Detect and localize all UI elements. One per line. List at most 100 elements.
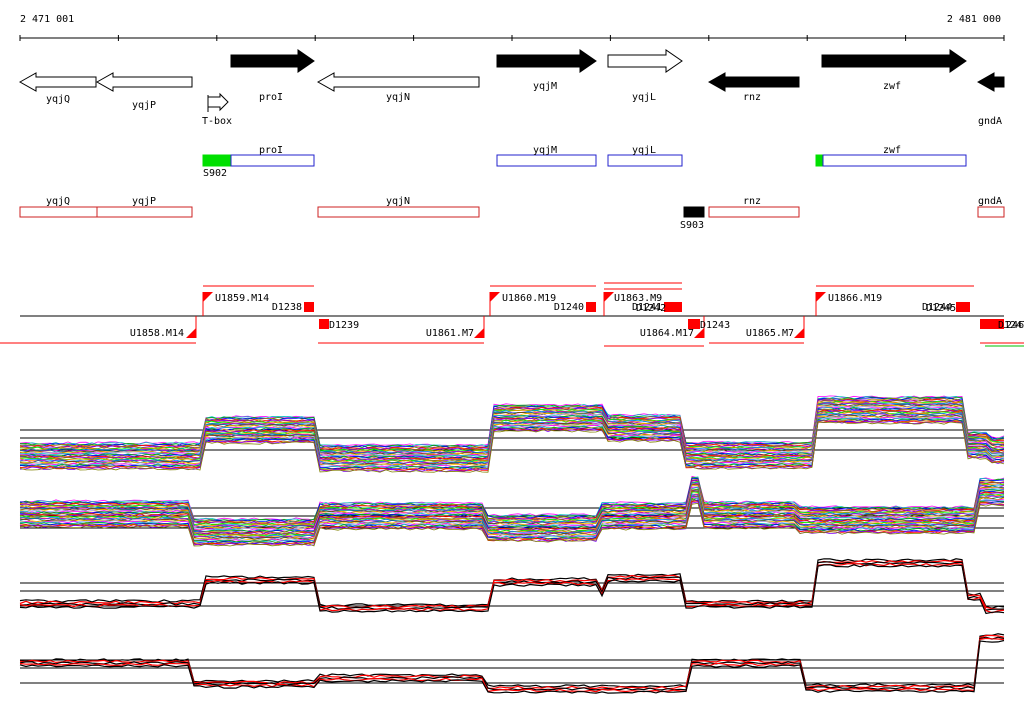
expression-profile (20, 409, 1005, 461)
gene-label-yqjP: yqjP (132, 100, 156, 111)
downshift-D1241[interactable]: D1241 (632, 302, 682, 313)
expression-profile (19, 396, 1005, 448)
tu-flag (474, 328, 484, 338)
expression-panel-forward-conditions (19, 395, 1005, 473)
tu-forward-U1863[interactable]: U1863.M9 (603, 282, 682, 316)
downshift-D1240[interactable]: D1240 (554, 302, 596, 313)
rev-box-rnz[interactable] (708, 206, 800, 218)
expression-profile (19, 498, 1005, 544)
tu-flag (604, 292, 614, 302)
fwd-box-yqjL[interactable] (607, 154, 683, 167)
gene-label-yqjL: yqjL (632, 92, 656, 103)
tbox-label: T-box (202, 116, 232, 127)
gene-arrow-rnz[interactable] (707, 72, 800, 92)
expression-profile (19, 558, 1005, 609)
downshift-box (956, 302, 970, 312)
rev-box-label-yqjN: yqjN (386, 196, 410, 207)
fwd-box-label-yqjM: yqjM (533, 145, 557, 156)
tu-reverse-U1864[interactable]: U1864.M17 (604, 316, 705, 347)
tbox-marker[interactable]: T-box (202, 92, 232, 127)
upshift-box (980, 319, 994, 329)
downshift-D1238[interactable]: D1238 (272, 302, 314, 313)
expression-profile (19, 400, 1005, 453)
segment-S902[interactable] (202, 154, 232, 167)
upshift-D1239[interactable]: D1239 (319, 319, 359, 331)
tu-reverse-U1865[interactable]: U1865.M7 (709, 316, 805, 344)
downshift-label: D1238 (272, 302, 302, 313)
downshift-label: D1240 (554, 302, 584, 313)
downshift-box (664, 302, 682, 312)
segment-label-S903: S903 (680, 220, 704, 231)
tu-label: U1866.M19 (828, 293, 882, 304)
reverse-annotation-track: yqjQ yqjP yqjN S903 rnz gndA (19, 196, 1005, 231)
rev-box-yqjP[interactable] (96, 206, 193, 218)
fwd-box-yqjM[interactable] (496, 154, 597, 167)
average-profiles (19, 633, 1005, 694)
expression-profile (19, 639, 1005, 694)
tu-flag (186, 328, 196, 338)
fwd-box-proI[interactable] (230, 154, 315, 167)
average-profiles (19, 558, 1005, 615)
rev-box-gndA[interactable] (977, 206, 1005, 218)
upshift-D1243[interactable]: D1243 (688, 319, 730, 331)
tu-flag (694, 328, 704, 338)
upshift-label: D1239 (329, 320, 359, 331)
downshift-D1244[interactable]: D1244 (922, 302, 970, 313)
downshift-label: D1244 (922, 302, 952, 313)
gene-arrow-proI[interactable] (230, 49, 315, 73)
gene-arrow-yqjP[interactable] (95, 72, 193, 92)
gene-arrow-yqjL[interactable] (607, 49, 683, 73)
coordinate-ruler: 2 471 001 2 481 000 (19, 14, 1005, 41)
expression-profile (19, 636, 1005, 691)
downshift-label: D1241 (632, 302, 662, 313)
gene-label-gndA: gndA (978, 116, 1002, 127)
downshift-D1245[interactable]: D1245 (926, 303, 956, 314)
tu-forward-U1859[interactable]: U1859.M14 (202, 285, 314, 316)
gene-arrow-yqjN[interactable] (316, 72, 480, 92)
rev-box-yqjQ[interactable] (19, 206, 98, 218)
upshift-D1246[interactable]: D1246 (980, 319, 1024, 331)
expression-panel-reverse-conditions (19, 475, 1005, 547)
expression-profile (19, 399, 1005, 451)
segment-label-S902: S902 (203, 168, 227, 179)
tu-label: U1863.M9 (614, 293, 662, 304)
gene-arrow-gndA[interactable] (976, 72, 1005, 92)
forward-annotation-track: S902 proI yqjM yqjL zwf (202, 145, 967, 179)
transcription-unit-track: U1859.M14 U1860.M19 U1863.M9 U1866.M19 (0, 282, 1024, 347)
condition-profiles (19, 395, 1005, 473)
tu-forward-U1866[interactable]: U1866.M19 (815, 285, 974, 316)
expression-panel-forward-average (19, 558, 1005, 615)
downshift-label: D1245 (926, 303, 956, 314)
expression-profile (19, 413, 1005, 466)
ruler-ticks (19, 35, 1005, 41)
tu-label: U1860.M19 (502, 293, 556, 304)
gene-arrow-yqjQ[interactable] (18, 72, 97, 92)
upshift-label: D1246 (994, 320, 1024, 331)
upshift-label: D1243 (700, 320, 730, 331)
expression-profile (19, 421, 1005, 473)
downshift-D1242[interactable]: D1242 (636, 303, 666, 314)
rev-box-yqjN[interactable] (317, 206, 480, 218)
downshift-label: D1242 (636, 303, 666, 314)
expression-profile (19, 410, 1005, 462)
expression-profile (19, 559, 1005, 611)
tu-reverse-U1858[interactable]: U1858.M14 (0, 316, 197, 344)
tu-label: U1858.M14 (130, 328, 184, 339)
expression-profile (19, 499, 1005, 545)
gene-label-rnz: rnz (743, 92, 761, 103)
fwd-box-zwf[interactable] (822, 154, 967, 167)
upshift-D1247[interactable]: D1247 (994, 319, 1024, 331)
tu-label: U1859.M14 (215, 293, 269, 304)
gene-arrow-yqjM[interactable] (496, 49, 597, 73)
tu-reverse-U1861[interactable]: U1861.M7 (318, 316, 485, 344)
segment-S903[interactable] (683, 206, 705, 218)
expression-profile (19, 488, 1005, 533)
expression-profile (19, 502, 1005, 547)
upshift-label: D1247 (998, 320, 1024, 331)
tu-forward-U1860[interactable]: U1860.M19 (489, 285, 596, 316)
gene-arrow-zwf[interactable] (821, 49, 967, 73)
tu-label: U1864.M17 (640, 328, 694, 339)
upshift-box (994, 319, 1004, 329)
rev-box-label-gndA: gndA (978, 196, 1002, 207)
